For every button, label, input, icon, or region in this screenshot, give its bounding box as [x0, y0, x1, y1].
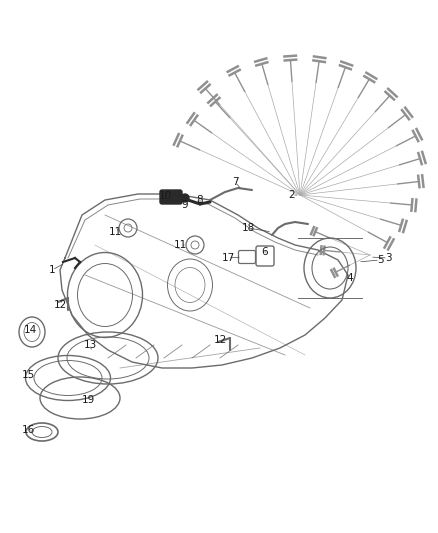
Text: 11: 11 — [173, 240, 187, 250]
Text: 14: 14 — [23, 325, 37, 335]
Text: 13: 13 — [83, 340, 97, 350]
Text: 1: 1 — [49, 265, 55, 275]
Text: 18: 18 — [241, 223, 254, 233]
Text: 12: 12 — [213, 335, 226, 345]
Text: 10: 10 — [159, 191, 172, 201]
Text: 4: 4 — [347, 273, 353, 283]
Text: 5: 5 — [377, 255, 383, 265]
Text: 16: 16 — [21, 425, 35, 435]
Text: 7: 7 — [232, 177, 238, 187]
Text: 8: 8 — [197, 195, 203, 205]
Circle shape — [181, 194, 189, 202]
Text: 9: 9 — [182, 200, 188, 210]
Text: 15: 15 — [21, 370, 35, 380]
Text: 12: 12 — [53, 300, 67, 310]
Text: 6: 6 — [261, 247, 268, 257]
Text: 19: 19 — [81, 395, 95, 405]
Text: 2: 2 — [289, 190, 295, 200]
Text: 17: 17 — [221, 253, 235, 263]
FancyBboxPatch shape — [160, 190, 182, 204]
Text: 11: 11 — [108, 227, 122, 237]
Text: 3: 3 — [385, 253, 391, 263]
